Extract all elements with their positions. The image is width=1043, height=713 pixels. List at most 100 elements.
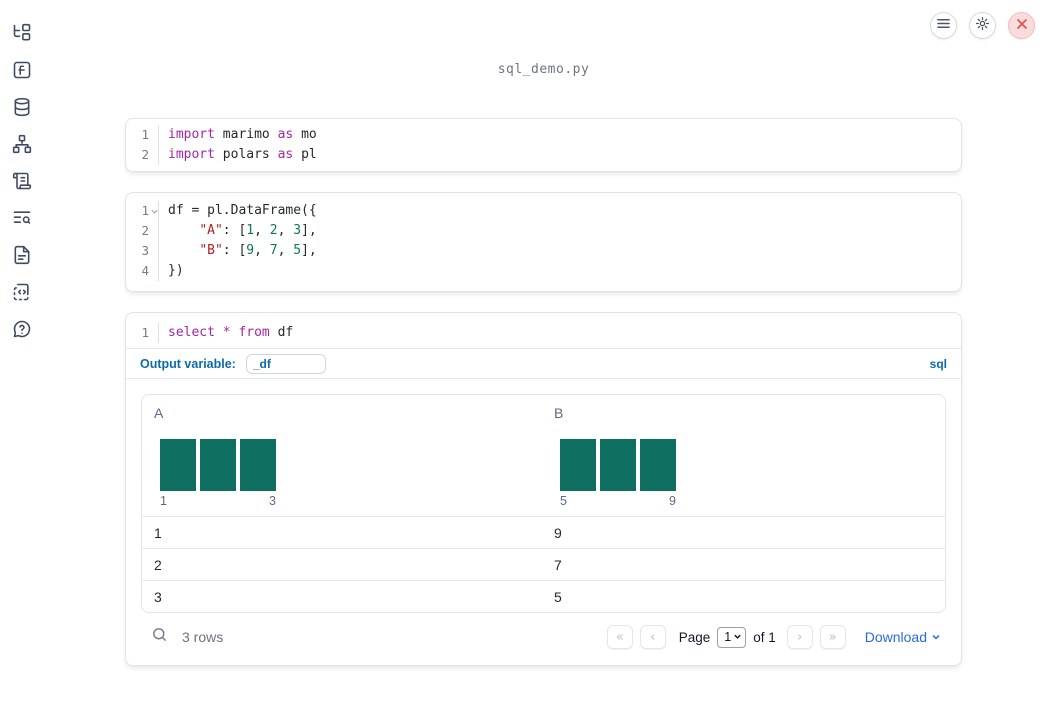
histogram-max-label: 3 (269, 494, 276, 508)
code-line[interactable]: select * from df (168, 323, 961, 343)
output-variable-input[interactable] (245, 353, 326, 374)
code-line[interactable]: "A": [1, 2, 3], (168, 221, 961, 241)
histogram-bar[interactable] (160, 439, 196, 491)
code-area[interactable]: df = pl.DataFrame({ "A": [1, 2, 3], "B":… (159, 201, 961, 281)
code-area[interactable]: select * from df (159, 323, 961, 343)
code-token: }) (168, 263, 184, 278)
line-number-gutter: 1 (126, 323, 159, 343)
shutdown-button[interactable] (1008, 12, 1035, 39)
document-icon[interactable] (10, 243, 34, 267)
line-number: 1 (141, 127, 149, 142)
code-token: df = pl.DataFrame({ (168, 203, 317, 218)
notebook-filename: sql_demo.py (497, 62, 590, 77)
code-token: import (168, 127, 215, 142)
fold-chevron-icon[interactable] (150, 202, 159, 222)
code-line[interactable]: df = pl.DataFrame({ (168, 201, 961, 221)
text-search-icon[interactable] (10, 206, 34, 230)
code-line[interactable]: "B": [9, 7, 5], (168, 241, 961, 261)
variables-icon[interactable] (10, 58, 34, 82)
line-number: 2 (141, 147, 149, 162)
output-variable-row: Output variable: sql (126, 348, 961, 378)
column-name: B (554, 405, 564, 421)
code-token: 9 (246, 243, 255, 258)
histogram-bars (160, 439, 276, 491)
code-token: * (222, 325, 231, 340)
chevron-right-icon: › (797, 629, 803, 645)
code-line[interactable]: import polars as pl (168, 145, 961, 165)
line-number-gutter: 1 2 3 4 (126, 201, 159, 281)
code-token (168, 243, 199, 258)
close-icon (1016, 17, 1028, 35)
output-variable-label: Output variable: (140, 356, 236, 371)
chevrons-right-icon: » (828, 629, 837, 645)
column-header-a: A 1 3 (142, 405, 542, 508)
sql-cell: 1 select * from df Output variable: sql … (125, 312, 962, 666)
code-token (168, 223, 199, 238)
prev-page-button[interactable]: ‹ (639, 625, 666, 649)
page-select[interactable]: 1 (717, 626, 747, 648)
sidebar (0, 0, 44, 713)
code-token: mo (293, 127, 317, 142)
histogram-max-label: 9 (669, 494, 676, 508)
table-cell: 2 (154, 556, 162, 573)
table-footer: 3 rows « ‹ Page 1 (126, 613, 961, 649)
code-token: as (277, 127, 294, 142)
topbar-controls (930, 12, 1035, 39)
cell-output-area: A 1 3 B (126, 378, 961, 665)
line-number: 2 (141, 223, 149, 238)
line-number: 4 (141, 263, 149, 278)
code-token: 5 (293, 243, 302, 258)
histogram-bar[interactable] (240, 439, 276, 491)
code-token: as (277, 147, 294, 162)
scroll-icon[interactable] (10, 169, 34, 193)
histogram-bar[interactable] (600, 439, 636, 491)
table-cell: 9 (554, 524, 562, 541)
help-bubble-icon[interactable] (10, 317, 34, 341)
histogram-labels: 5 9 (560, 494, 676, 508)
first-page-button[interactable]: « (606, 625, 633, 649)
file-tree-icon[interactable] (10, 21, 34, 45)
dependency-graph-icon[interactable] (10, 132, 34, 156)
code-token: pl (293, 147, 317, 162)
next-page-button[interactable]: › (786, 625, 813, 649)
sql-editor[interactable]: 1 select * from df (126, 313, 961, 348)
histogram-bar[interactable] (640, 439, 676, 491)
database-icon[interactable] (10, 95, 34, 119)
code-token: , (277, 243, 294, 258)
code-token (215, 325, 223, 340)
snippets-icon[interactable] (10, 280, 34, 304)
code-token: , (254, 223, 270, 238)
code-token: ], (301, 223, 317, 238)
histogram-min-label: 5 (560, 494, 567, 508)
settings-button[interactable] (969, 12, 996, 39)
column-name: A (154, 405, 164, 421)
search-icon[interactable] (151, 626, 168, 648)
code-token: 2 (269, 223, 278, 238)
last-page-button[interactable]: » (819, 625, 846, 649)
chevron-down-icon (733, 630, 742, 644)
code-token: polars (214, 147, 278, 162)
code-token: from (238, 325, 270, 340)
code-line[interactable]: }) (168, 261, 961, 281)
code-line[interactable]: import marimo as mo (168, 125, 961, 145)
code-token: : [ (222, 223, 247, 238)
table-footer-left: 3 rows (151, 626, 223, 648)
code-token: "A" (199, 223, 223, 238)
download-button[interactable]: Download (865, 629, 941, 645)
histogram-bar[interactable] (200, 439, 236, 491)
chevron-down-icon (931, 629, 941, 645)
code-token: , (277, 223, 294, 238)
code-area[interactable]: import marimo as mo import polars as pl (159, 125, 961, 165)
histogram-bar[interactable] (560, 439, 596, 491)
menu-button[interactable] (930, 12, 957, 39)
code-token: 1 (246, 223, 255, 238)
code-token: 3 (293, 223, 302, 238)
table-header: A 1 3 B (142, 395, 945, 516)
